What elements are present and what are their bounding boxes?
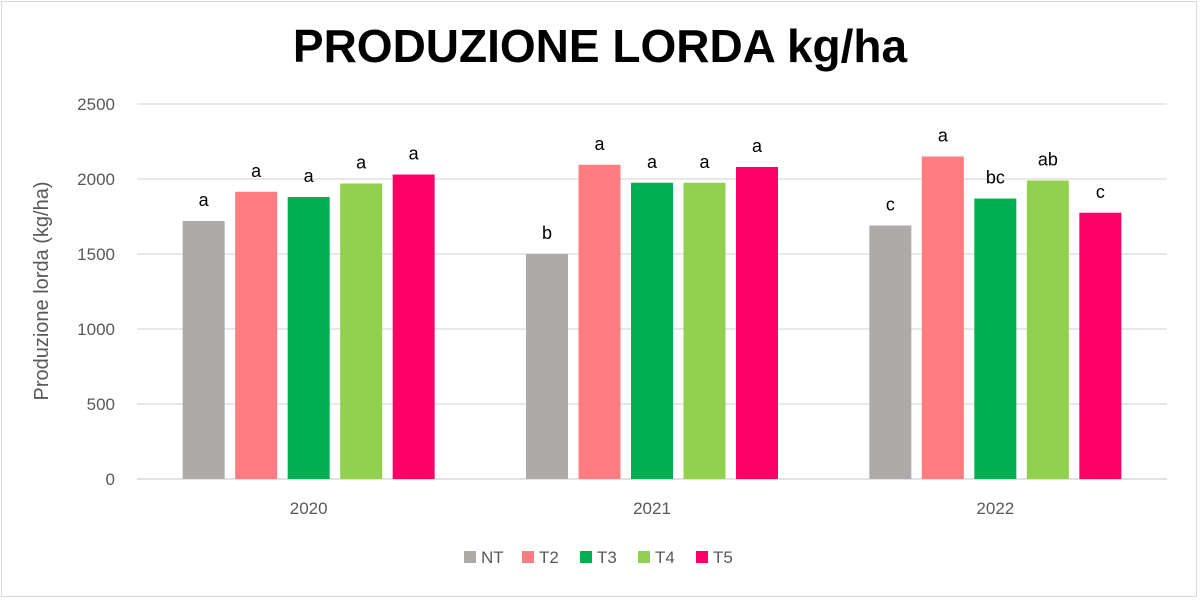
data-label: a bbox=[199, 190, 210, 210]
data-label: bc bbox=[986, 168, 1005, 188]
data-label: a bbox=[356, 153, 367, 173]
bar-t5-2020 bbox=[392, 174, 435, 479]
data-label: a bbox=[594, 134, 605, 154]
legend-label-nt: NT bbox=[481, 548, 504, 567]
data-label: a bbox=[409, 144, 420, 164]
y-tick-label: 1500 bbox=[77, 245, 115, 264]
x-tick-label: 2022 bbox=[976, 499, 1014, 518]
bar-t3-2022 bbox=[974, 198, 1017, 479]
data-label: a bbox=[647, 152, 658, 172]
bar-nt-2020 bbox=[182, 221, 225, 479]
y-axis-label: Produzione lorda (kg/ha) bbox=[31, 181, 53, 400]
legend-label-t3: T3 bbox=[597, 548, 617, 567]
x-tick-label: 2021 bbox=[633, 499, 671, 518]
data-label: a bbox=[752, 136, 763, 156]
bar-t3-2020 bbox=[287, 197, 330, 479]
y-tick-label: 0 bbox=[106, 470, 115, 489]
y-tick-label: 2000 bbox=[77, 170, 115, 189]
bar-t4-2021 bbox=[683, 182, 726, 479]
data-label: a bbox=[699, 152, 710, 172]
bar-t5-2021 bbox=[736, 167, 778, 479]
data-label: a bbox=[304, 166, 315, 186]
y-tick-label: 500 bbox=[87, 395, 115, 414]
chart-title: PRODUZIONE LORDA kg/ha bbox=[293, 20, 908, 72]
legend-label-t4: T4 bbox=[655, 548, 675, 567]
data-label: c bbox=[886, 195, 895, 215]
bar-t2-2020 bbox=[235, 191, 278, 479]
legend-label-t2: T2 bbox=[539, 548, 559, 567]
data-label: a bbox=[938, 126, 949, 146]
legend-swatch-t2 bbox=[522, 551, 534, 563]
bar-nt-2021 bbox=[526, 254, 568, 479]
bar-t3-2021 bbox=[631, 182, 673, 479]
data-label: ab bbox=[1038, 150, 1058, 170]
legend-label-t5: T5 bbox=[713, 548, 733, 567]
bar-nt-2022 bbox=[869, 225, 912, 479]
bar-t2-2021 bbox=[578, 164, 621, 479]
bar-t4-2022 bbox=[1026, 180, 1069, 479]
x-tick-label: 2020 bbox=[290, 499, 328, 518]
bar-t5-2022 bbox=[1079, 212, 1122, 479]
data-label: c bbox=[1096, 182, 1105, 202]
y-tick-label: 2500 bbox=[77, 95, 115, 114]
bar-t2-2022 bbox=[921, 156, 964, 479]
bar-t4-2020 bbox=[340, 183, 383, 479]
legend-swatch-t5 bbox=[696, 551, 708, 563]
legend-swatch-nt bbox=[464, 551, 476, 563]
legend-swatch-t4 bbox=[638, 551, 650, 563]
legend-swatch-t3 bbox=[580, 551, 592, 563]
y-tick-label: 1000 bbox=[77, 320, 115, 339]
data-label: b bbox=[542, 223, 552, 243]
data-label: a bbox=[251, 161, 262, 181]
